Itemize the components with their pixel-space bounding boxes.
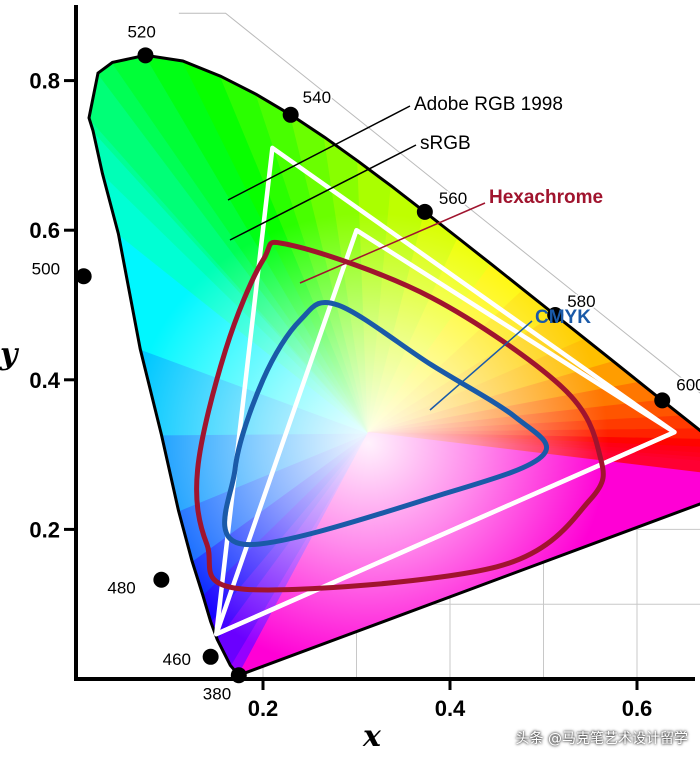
gamut-outlines — [194, 145, 677, 637]
gamut-label-hexachrome: Hexachrome — [489, 187, 603, 208]
chromaticity-color-fill — [89, 55, 700, 676]
wavelength-dot-600 — [654, 392, 671, 409]
wavelength-label-600: 600 — [676, 375, 700, 394]
leader-line — [229, 144, 417, 241]
grid-boundary — [178, 12, 700, 394]
gamut-hexachrome — [194, 239, 606, 593]
y-axis-title: y — [0, 337, 20, 372]
wavelength-markers: 520540560580600620640750500480460380 — [30, 21, 700, 705]
wavelength-label-480: 480 — [107, 579, 135, 598]
gamut-label-srgb: sRGB — [420, 133, 471, 154]
leader-line — [227, 105, 411, 201]
y-tick-label: 0.2 — [29, 517, 60, 542]
ticks: 0.20.40.60.80.20.40.60.8 — [29, 69, 653, 721]
gamut-srgb — [214, 227, 677, 637]
x-tick-label: 0.4 — [435, 696, 466, 721]
wavelength-label-460: 460 — [163, 650, 191, 669]
wavelength-dot-500 — [75, 268, 92, 285]
white-point-glow — [128, 212, 609, 673]
watermark-text: 头条 @马克笔艺术设计留学 — [515, 731, 688, 747]
x-axis-title: x — [362, 719, 382, 754]
gamut-label-cmyk: CMYK — [535, 307, 591, 328]
x-tick-label: 0.6 — [622, 696, 653, 721]
gamut-cmyk — [222, 299, 549, 548]
wavelength-dot-540 — [282, 106, 299, 123]
leader-line — [429, 320, 533, 411]
gamut-labels: Adobe RGB 1998 sRGB Hexachrome CMYK — [414, 94, 603, 328]
wavelength-label-560: 560 — [439, 189, 467, 208]
y-tick-label: 0.4 — [29, 368, 60, 393]
wavelength-label-380: 380 — [203, 684, 231, 703]
y-tick-label: 0.8 — [29, 69, 60, 94]
wavelength-label-580: 580 — [567, 292, 595, 311]
label-leader-lines — [227, 105, 533, 411]
wavelength-dot-580 — [547, 307, 564, 324]
wavelength-dot-560 — [416, 203, 433, 220]
spectral-locus-outline — [87, 53, 700, 678]
wavelength-dot-480 — [153, 571, 170, 588]
x-tick-label: 0.2 — [248, 696, 279, 721]
wavelength-label-500: 500 — [32, 259, 60, 278]
wavelength-label-520: 520 — [127, 22, 155, 41]
axes — [74, 5, 695, 681]
leader-line — [299, 202, 486, 284]
wavelength-dot-460 — [202, 648, 219, 665]
wavelength-dot-520 — [137, 47, 154, 64]
gamut-label-adobe-rgb-1998: Adobe RGB 1998 — [414, 94, 563, 115]
y-tick-label: 0.6 — [29, 218, 60, 243]
wavelength-label-540: 540 — [303, 88, 331, 107]
